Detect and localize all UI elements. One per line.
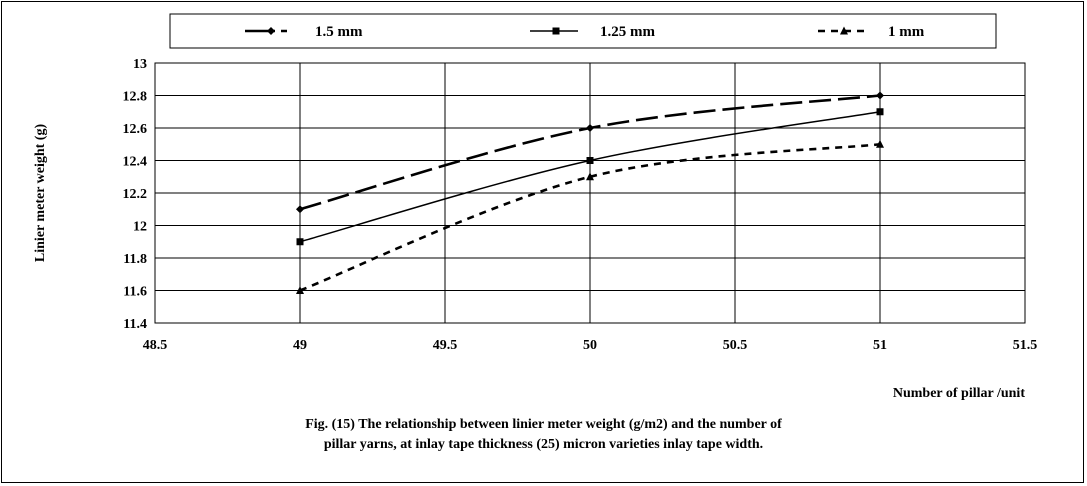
x-tick-label: 49 [293,338,307,353]
legend: 1.5 mm 1.25 mm 1 mm [169,13,997,49]
legend-box [169,13,997,49]
legend-label-2: 1.25 mm [600,24,655,40]
y-tick-label: 12.8 [123,90,148,105]
y-tick-label: 12.6 [123,122,148,137]
y-tick-label: 11.6 [123,285,147,300]
legend-marker-2 [552,27,560,35]
data-point [876,139,884,148]
data-point [586,157,594,164]
legend-label-1: 1.5 mm [315,24,363,40]
data-point [876,91,884,100]
x-axis-title: Number of pillar /unit [892,386,1025,401]
data-point [586,124,594,132]
data-point [296,238,304,246]
data-point [876,108,884,116]
data-point [296,286,304,294]
y-tick-label: 11.4 [123,317,147,332]
y-tick-label: 13 [133,57,147,72]
series-line-3 [299,142,881,292]
x-tick-label: 50.5 [723,338,748,353]
plot-area: 13 12.8 12.6 12.4 12.2 12 11.8 11.6 11.4 48.5 49 49… [123,57,1038,353]
y-tick-label: 12.4 [123,155,148,170]
x-tick-label: 51 [873,338,887,353]
data-point [586,172,594,181]
x-tick-label: 48.5 [143,338,168,353]
legend-marker-1 [267,27,275,35]
figure-caption-line-2: pillar yarns, at inlay tape thickness (2… [323,437,764,452]
x-tick-label: 51.5 [1013,338,1038,353]
plot-border [154,62,1026,324]
data-point [296,205,304,214]
figure-caption-line-1: Fig. (15) The relationship between linie… [305,417,782,432]
x-tick-label: 49.5 [433,338,458,353]
legend-label-3: 1 mm [888,24,925,40]
y-tick-label: 12 [133,220,147,235]
x-tick-label: 50 [583,338,597,353]
y-axis-title: Linier meter weight (g) [33,124,48,263]
y-tick-label: 12.2 [123,187,148,202]
legend-marker-3 [840,26,848,35]
y-tick-label: 11.8 [123,252,147,267]
